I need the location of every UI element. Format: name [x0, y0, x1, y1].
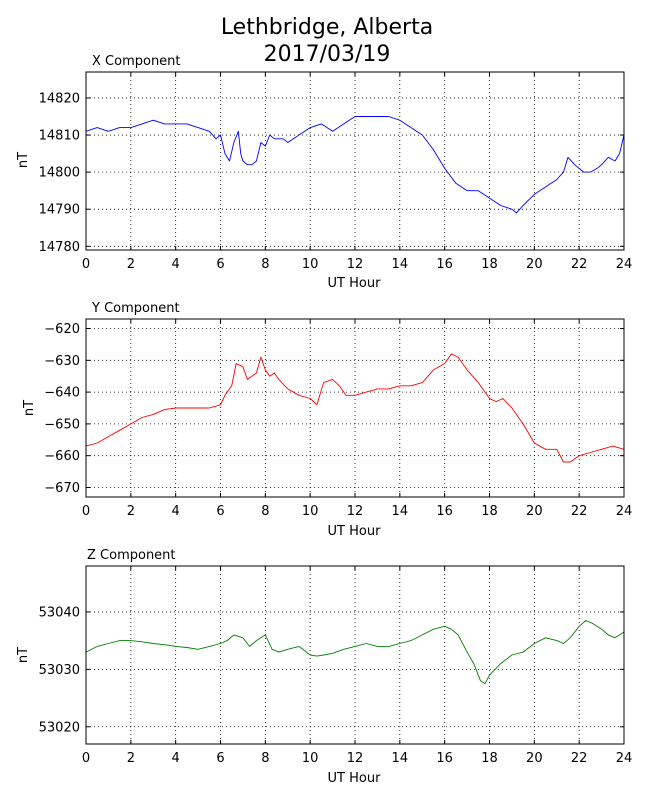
panel-x-xtick-label: 6 — [216, 257, 224, 272]
panel-y-xtick-label: 22 — [571, 504, 588, 519]
panel-y-xtick-label: 8 — [261, 504, 269, 519]
panel-y-xtick-label: 12 — [347, 504, 364, 519]
panel-x-xtick-label: 0 — [82, 257, 90, 272]
panel-y-xtick-label: 24 — [616, 504, 633, 519]
panel-y-xtick-label: 2 — [127, 504, 135, 519]
panel-z-series-line — [85, 620, 625, 685]
panel-y-ytick-label: −670 — [44, 481, 80, 496]
panel-y-xtick-label: 6 — [216, 504, 224, 519]
panel-x-xtick-label: 8 — [261, 257, 269, 272]
panel-x-xtick-label: 2 — [127, 257, 135, 272]
panel-z-xtick-label: 10 — [302, 751, 319, 766]
panel-z-xtick-label: 6 — [216, 751, 224, 766]
panel-y-xtick-label: 18 — [481, 504, 498, 519]
panel-z-xtick-label: 4 — [172, 751, 180, 766]
panel-z-xtick-label: 16 — [436, 751, 453, 766]
panel-z-xtick-label: 24 — [616, 751, 633, 766]
panel-x-title: X Component — [92, 54, 181, 69]
panel-x-xlabel: UT Hour — [328, 276, 382, 291]
panel-y-ytick-label: −660 — [44, 449, 80, 464]
panel-y-series-line — [85, 353, 625, 463]
panel-y-xlabel: UT Hour — [328, 524, 382, 539]
panel-x-xtick-label: 22 — [571, 257, 588, 272]
panel-y-xtick-label: 10 — [302, 504, 319, 519]
panel-z-component: Z Component UT Hour nT 0 2 4 6 8 10 12 14 16 18 20… — [16, 548, 632, 786]
panel-x-component: X Component UT Hour nT 0 2 4 6 8 10 12 14 16 18 20… — [16, 54, 632, 291]
panel-y-ytick-label: −630 — [44, 354, 80, 369]
panel-x-xtick-label: 18 — [481, 257, 498, 272]
panel-z-xtick-label: 0 — [82, 751, 90, 766]
panel-x-xtick-label: 20 — [526, 257, 543, 272]
panel-z-xtick-label: 8 — [261, 751, 269, 766]
panel-z-xtick-label: 20 — [526, 751, 543, 766]
panel-z-xtick-label: 12 — [347, 751, 364, 766]
panel-z-xlabel: UT Hour — [328, 771, 382, 786]
panel-x-xtick-label: 4 — [172, 257, 180, 272]
panel-x-ytick-label: 14780 — [39, 240, 80, 255]
panel-y-xtick-label: 20 — [526, 504, 543, 519]
panel-z-ytick-label: 53040 — [39, 605, 80, 620]
panel-y-xtick-label: 0 — [82, 504, 90, 519]
panel-z-xtick-label: 2 — [127, 751, 135, 766]
panel-z-xtick-label: 14 — [392, 751, 409, 766]
panel-y-xtick-label: 14 — [392, 504, 409, 519]
panel-y-ylabel: nT — [22, 400, 37, 416]
panel-x-xtick-label: 10 — [302, 257, 319, 272]
panel-y-xtick-label: 16 — [436, 504, 453, 519]
panel-y-component: Y Component UT Hour nT 0 2 4 6 8 10 12 14 16 18 20… — [22, 301, 632, 539]
panel-x-ytick-label: 14800 — [39, 166, 80, 181]
panel-z-title: Z Component — [87, 548, 176, 563]
panel-x-xtick-label: 16 — [436, 257, 453, 272]
panel-z-ylabel: nT — [16, 647, 31, 663]
panel-x-ytick-label: 14810 — [39, 129, 80, 144]
panel-z-ytick-label: 53020 — [39, 720, 80, 735]
panel-x-ytick-label: 14790 — [39, 203, 80, 218]
panel-y-xtick-label: 4 — [172, 504, 180, 519]
panel-x-xtick-label: 14 — [392, 257, 409, 272]
figure-title-date: 2017/03/19 — [264, 42, 391, 67]
panel-x-ytick-label: 14820 — [39, 91, 80, 106]
panel-y-ytick-label: −650 — [44, 417, 80, 432]
panel-x-xtick-label: 24 — [616, 257, 633, 272]
panel-x-xtick-label: 12 — [347, 257, 364, 272]
panel-z-ytick-label: 53030 — [39, 663, 80, 678]
panel-y-ytick-label: −640 — [44, 386, 80, 401]
panel-y-title: Y Component — [91, 301, 180, 316]
panel-x-ylabel: nT — [16, 152, 31, 168]
figure-title-location: Lethbridge, Alberta — [221, 15, 433, 40]
panel-z-xtick-label: 22 — [571, 751, 588, 766]
panel-x-series-line — [85, 116, 625, 214]
panel-z-xtick-label: 18 — [481, 751, 498, 766]
panel-y-ytick-label: −620 — [44, 322, 80, 337]
